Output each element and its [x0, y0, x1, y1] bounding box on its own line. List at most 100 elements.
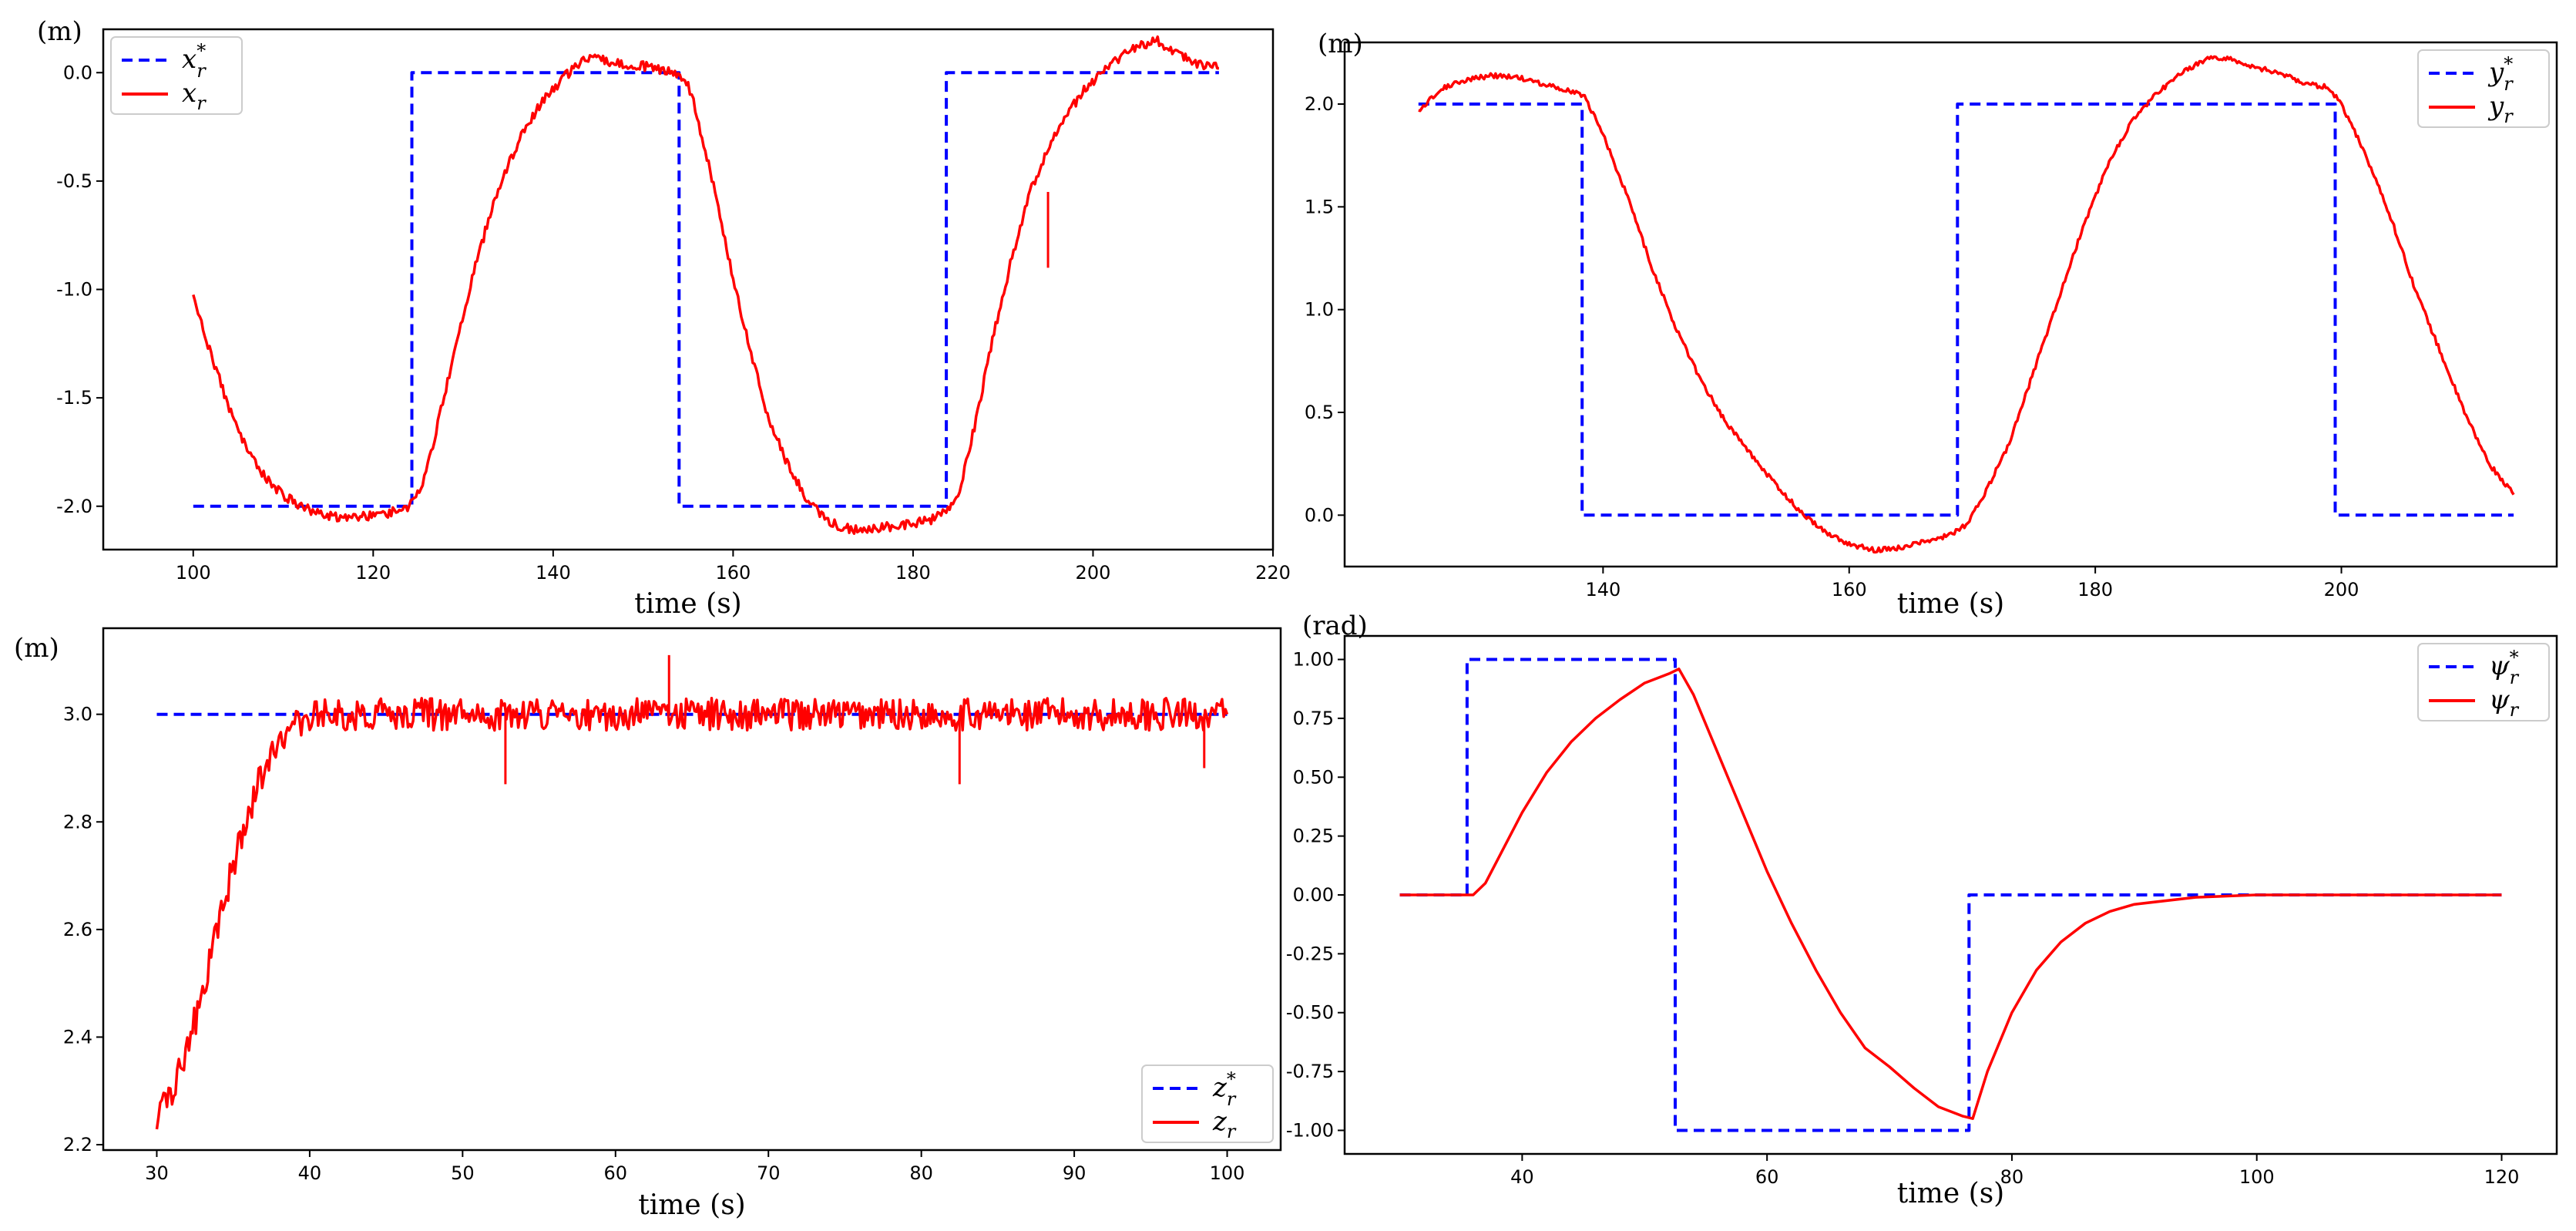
legend-label-psi_r*: ψ* r [2489, 647, 2520, 688]
series-line-x_r [192, 35, 1219, 535]
y-tick-label: 3.0 [63, 704, 92, 725]
y-tick-label: -0.75 [1286, 1061, 1334, 1082]
legend: y* ryr [2417, 49, 2550, 128]
legend: ψ* rψr [2417, 643, 2550, 721]
x-tick-label: 40 [298, 1162, 322, 1184]
plot-area-x [192, 35, 1219, 535]
legend-superscript: * [2504, 53, 2513, 75]
series-line-y_r [1418, 55, 2515, 554]
legend-label-y_r: yr [2487, 91, 2514, 127]
x-tick-label: 200 [1076, 562, 1111, 584]
y-tick-label: -1.5 [56, 387, 92, 409]
panels: 100 120 140 160 180 200 220 -2.0 -1.5 -1.0 -0.5 0.0… [14, 16, 2558, 1221]
x-axis-label: time (s) [638, 1189, 745, 1221]
chart-panel-x: 100 120 140 160 180 200 220 -2.0 -1.5 -1.0 -0.5 0.0… [37, 16, 1291, 620]
legend-symbol: y [2487, 57, 2504, 88]
y-axis-unit-label: (m) [37, 16, 82, 47]
y-tick-label: 1.00 [1293, 649, 1334, 671]
x-tick-label: 120 [2484, 1166, 2520, 1188]
legend-subscript: r [2504, 73, 2514, 95]
chart-panel-z: 30 40 50 60 70 80 90 100 2.2 2.4 2.6 2.8 3.0 time (s)… [14, 627, 1282, 1221]
series-line-y_r* [1418, 103, 2514, 517]
legend-subscript: r [1227, 1088, 1237, 1110]
plot-frame-z [102, 627, 1282, 1152]
x-axis-label: time (s) [634, 588, 741, 620]
x-tick-label: 40 [1510, 1166, 1534, 1188]
x-tick-label: 180 [895, 562, 931, 584]
legend-symbol: x [182, 44, 196, 75]
x-tick-label: 140 [1585, 579, 1620, 600]
x-axis-label: time (s) [1897, 1178, 2004, 1209]
series-line-psi_r* [1399, 658, 2502, 1132]
y-tick-label: 2.8 [63, 811, 92, 832]
series-line-x_r* [193, 71, 1219, 508]
legend-subscript: r [196, 92, 207, 114]
legend: z* rzr [1141, 1065, 1274, 1143]
legend-symbol: y [2487, 91, 2504, 122]
legend-subscript: r [1227, 1121, 1237, 1142]
legend-box [2417, 643, 2550, 721]
y-tick-label: 1.0 [1305, 299, 1334, 321]
x-tick-label: 140 [536, 562, 571, 584]
y-tick-label: -0.5 [56, 170, 92, 192]
plot-area-y [1418, 55, 2515, 554]
legend-label-z_r*: z* r [1212, 1068, 1237, 1110]
y-tick-label: -1.00 [1286, 1119, 1334, 1141]
y-tick-label: 0.0 [63, 62, 92, 83]
x-tick-label: 180 [2077, 579, 2113, 600]
y-axis-unit-label: (m) [1318, 29, 1363, 59]
legend-subscript: r [2504, 106, 2514, 127]
legend-subscript: r [2510, 699, 2520, 721]
y-axis-unit-label: (rad) [1302, 610, 1368, 641]
x-tick-label: 160 [1832, 579, 1867, 600]
y-tick-label: -2.0 [56, 496, 92, 517]
x-tick-label: 60 [604, 1162, 628, 1184]
legend-box [1141, 1065, 1274, 1143]
x-tick-label: 90 [1063, 1162, 1086, 1184]
y-tick-label: 0.50 [1293, 766, 1334, 788]
x-tick-label: 80 [2000, 1166, 2024, 1188]
legend-symbol: z [1212, 1106, 1228, 1137]
x-tick-label: 120 [355, 562, 391, 584]
chart-panel-psi: 40 60 80 100 120 -1.00 -0.75 -0.50 -0.25 0.00 0.25… [1286, 610, 2558, 1209]
y-axis-unit-label: (m) [14, 633, 59, 664]
legend-superscript: * [2510, 647, 2519, 668]
x-tick-label: 100 [2239, 1166, 2275, 1188]
legend-label-z_r: zr [1212, 1106, 1237, 1142]
y-tick-label: 0.25 [1293, 826, 1334, 847]
y-tick-label: 0.75 [1293, 708, 1334, 729]
plot-frame-y [1343, 41, 2558, 568]
legend-superscript: * [1227, 1068, 1236, 1090]
x-axis-label: time (s) [1897, 588, 2004, 620]
x-tick-label: 70 [757, 1162, 781, 1184]
x-tick-label: 200 [2324, 579, 2359, 600]
x-tick-label: 100 [1210, 1162, 1245, 1184]
chart-panel-y: 140 160 180 200 0.0 0.5 1.0 1.5 2.0 time (s) (m) y*… [1305, 29, 2558, 620]
x-tick-label: 30 [145, 1162, 169, 1184]
legend-symbol: ψ [2489, 684, 2510, 715]
x-tick-label: 60 [1755, 1166, 1779, 1188]
legend-label-y_r*: y* r [2487, 53, 2514, 95]
legend-box [110, 36, 243, 115]
x-tick-label: 50 [451, 1162, 475, 1184]
plot-area-psi [1399, 658, 2502, 1132]
y-tick-label: -0.25 [1286, 943, 1334, 964]
legend: x* rxr [110, 36, 243, 115]
y-tick-label: 0.00 [1293, 884, 1334, 906]
legend-subscript: r [2510, 667, 2520, 688]
y-tick-label: -0.50 [1286, 1002, 1334, 1024]
series-line-psi_r [1399, 668, 2502, 1120]
legend-label-x_r*: x* r [182, 40, 207, 82]
plot-area-z [155, 654, 1229, 1130]
legend-label-x_r: xr [182, 78, 207, 114]
x-tick-label: 220 [1255, 562, 1291, 584]
y-tick-label: 2.4 [63, 1026, 92, 1048]
x-tick-label: 80 [909, 1162, 933, 1184]
legend-symbol: z [1212, 1072, 1228, 1103]
legend-symbol: x [182, 78, 196, 109]
y-tick-label: -1.0 [56, 279, 92, 301]
series-line-z_r [155, 697, 1229, 1130]
legend-label-psi_r: ψr [2489, 684, 2520, 721]
